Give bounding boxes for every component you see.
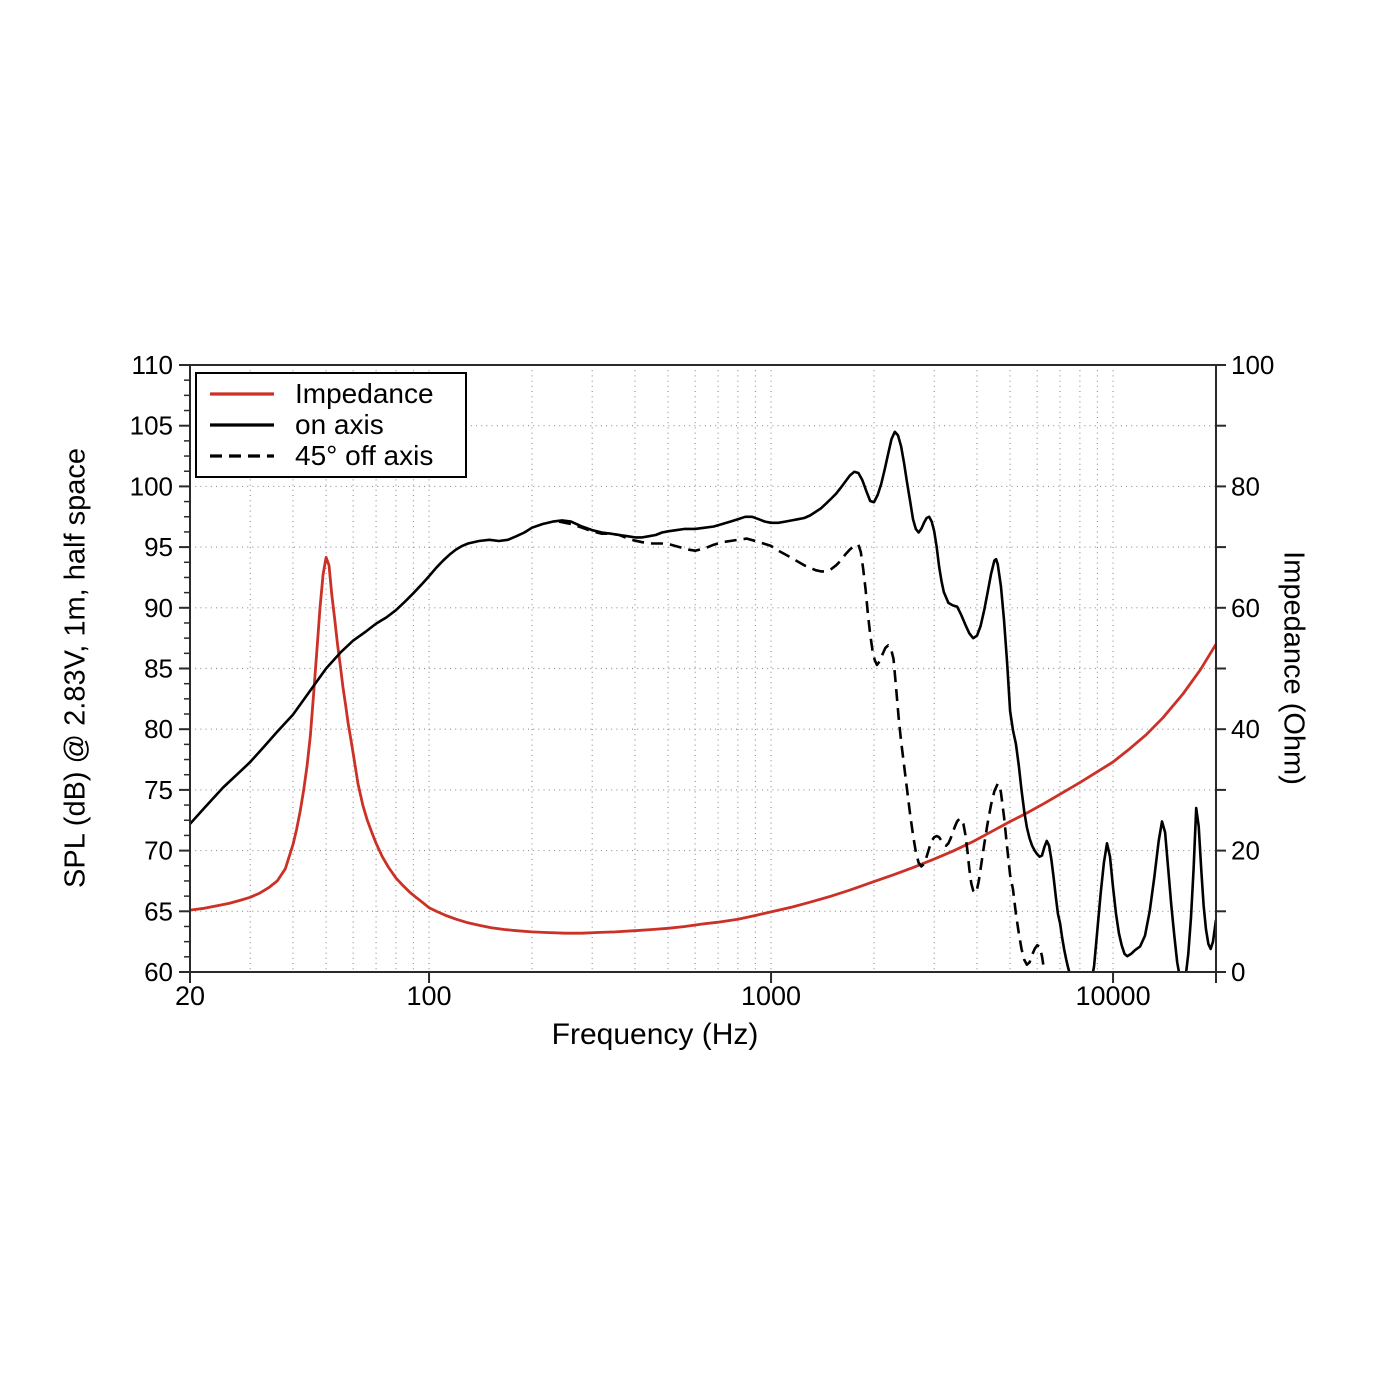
y-left-tick-label: 105 bbox=[130, 411, 173, 441]
y-right-tick-label: 20 bbox=[1231, 836, 1260, 866]
legend-swatch-off-axis-line bbox=[210, 454, 274, 458]
y-left-tick-label: 75 bbox=[144, 775, 173, 805]
y-axis-label-left: SPL (dB) @ 2.83V, 1m, half space bbox=[59, 448, 92, 888]
series-on-axis bbox=[190, 430, 1216, 972]
y-left-tick-label: 95 bbox=[144, 532, 173, 562]
y-left-tick-label: 70 bbox=[144, 836, 173, 866]
x-tick-label: 20 bbox=[175, 981, 205, 1011]
plot-frame bbox=[189, 364, 1217, 973]
legend-label-on-axis: on axis bbox=[295, 408, 384, 440]
series-curves bbox=[190, 430, 1216, 972]
x-tick-label: 1000 bbox=[741, 981, 801, 1011]
legend-swatch-impedance-line bbox=[210, 392, 274, 396]
y-axis-label-right: Impedance (Ohm) bbox=[1277, 551, 1310, 785]
y-left-tick-label: 90 bbox=[144, 593, 173, 623]
y-left-tick-label: 65 bbox=[144, 896, 173, 926]
y-right-tick-label: 0 bbox=[1231, 957, 1245, 987]
legend-entry-off-axis: 45° off axis bbox=[209, 440, 465, 472]
tick-labels: 60 65 70 75 80 85 90 95 100 105 110 0 20 40 60 80 100 20 1… bbox=[130, 350, 1275, 1011]
y-left-tick-label: 100 bbox=[130, 471, 173, 501]
y-right-tick-label: 40 bbox=[1231, 714, 1260, 744]
legend-entry-impedance: Impedance bbox=[209, 377, 465, 409]
y-left-tick-label: 110 bbox=[132, 350, 173, 380]
x-tick-label: 10000 bbox=[1076, 981, 1151, 1011]
y-right-tick-label: 100 bbox=[1231, 350, 1274, 380]
legend: Impedance on axis 45° off axis bbox=[195, 372, 467, 478]
x-tick-label: 100 bbox=[407, 981, 452, 1011]
y-left-tick-label: 85 bbox=[144, 654, 173, 684]
legend-label-off-axis: 45° off axis bbox=[295, 440, 434, 472]
y-left-tick-label: 80 bbox=[144, 714, 173, 744]
y-right-tick-label: 80 bbox=[1231, 471, 1260, 501]
y-right-tick-label: 60 bbox=[1231, 593, 1260, 623]
legend-label-impedance: Impedance bbox=[295, 377, 434, 409]
legend-swatch-on-axis-line bbox=[210, 423, 274, 427]
y-left-tick-label: 60 bbox=[144, 957, 173, 987]
series-impedance bbox=[190, 556, 1216, 935]
x-axis-label: Frequency (Hz) bbox=[551, 1018, 759, 1051]
legend-entry-on-axis: on axis bbox=[209, 408, 465, 440]
